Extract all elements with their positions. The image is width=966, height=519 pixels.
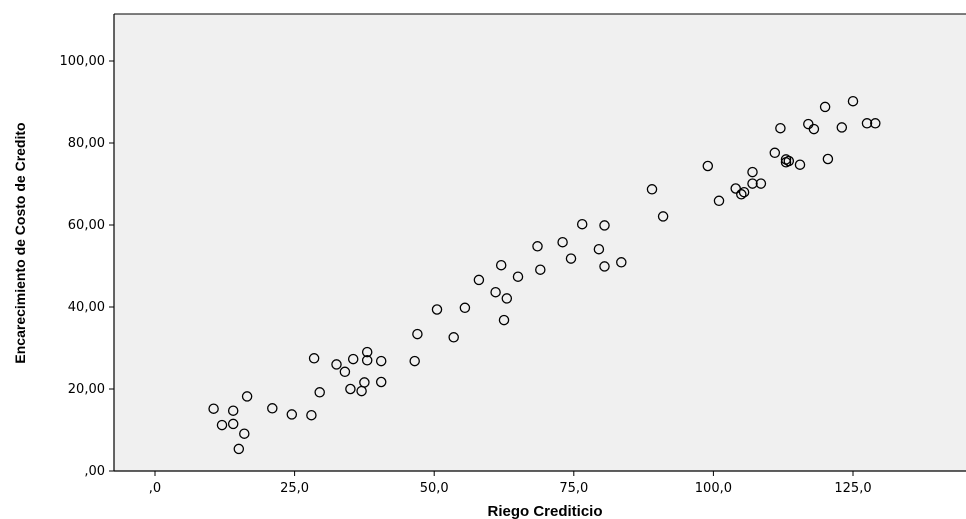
data-point xyxy=(747,166,758,178)
data-point xyxy=(576,218,588,230)
data-point xyxy=(755,178,767,189)
data-point xyxy=(490,286,501,298)
data-point xyxy=(473,274,485,286)
data-point xyxy=(565,253,577,264)
data-point xyxy=(822,153,834,165)
axes-layer: ,00 20,00 40,00 60,00 80,00 100,00 ,0 25,0 50,0 7… xyxy=(60,13,966,496)
data-point xyxy=(599,261,610,272)
data-point xyxy=(557,236,568,248)
data-point xyxy=(286,409,298,420)
data-point xyxy=(847,95,859,107)
data-point xyxy=(870,118,881,129)
data-point xyxy=(361,355,373,366)
x-tick-label: 75,0 xyxy=(559,481,588,496)
data-point xyxy=(501,293,513,304)
x-tick-label: 100,0 xyxy=(695,481,732,496)
data-point xyxy=(495,259,507,271)
data-point xyxy=(359,377,370,388)
x-tick-label: ,0 xyxy=(149,481,161,496)
points-layer xyxy=(208,95,881,455)
data-point xyxy=(345,383,356,395)
data-point xyxy=(780,154,792,165)
data-point xyxy=(532,241,543,252)
data-point xyxy=(412,328,423,340)
data-point xyxy=(267,403,278,414)
data-point xyxy=(794,159,806,170)
x-tick-label: 50,0 xyxy=(420,481,449,496)
data-point xyxy=(314,387,325,398)
data-point xyxy=(646,184,658,195)
data-point xyxy=(713,195,725,207)
data-point xyxy=(736,189,747,200)
data-point xyxy=(375,355,387,367)
data-point xyxy=(738,186,750,198)
data-point xyxy=(448,332,459,343)
data-point xyxy=(361,346,373,358)
y-tick-label: 100,00 xyxy=(60,54,106,69)
y-tick-label: 80,00 xyxy=(68,136,105,151)
y-tick-label: ,00 xyxy=(84,464,105,479)
data-point xyxy=(657,211,669,222)
data-point xyxy=(306,409,317,421)
x-axis-title: Riego Crediticio xyxy=(487,503,602,519)
data-point xyxy=(775,122,786,134)
data-point xyxy=(208,403,219,414)
data-point xyxy=(409,355,420,367)
data-point xyxy=(216,419,228,431)
data-point xyxy=(239,428,250,439)
data-point xyxy=(616,257,627,268)
data-point xyxy=(836,122,848,133)
data-point xyxy=(512,271,524,282)
data-point xyxy=(747,178,758,189)
data-point xyxy=(227,405,239,416)
data-point xyxy=(233,443,245,455)
y-axis-title: Encarecimiento de Costo de Credito xyxy=(12,122,28,363)
data-point xyxy=(459,302,471,314)
data-point xyxy=(861,118,873,129)
data-point xyxy=(702,160,714,172)
data-point xyxy=(498,314,510,326)
data-point xyxy=(808,123,820,135)
y-tick-label: 20,00 xyxy=(68,382,105,397)
data-point xyxy=(819,101,831,113)
data-point xyxy=(769,147,781,159)
y-tick-label: 60,00 xyxy=(68,218,105,233)
data-point xyxy=(431,304,443,315)
data-point xyxy=(331,359,342,370)
data-point xyxy=(339,366,351,378)
y-tick-label: 40,00 xyxy=(68,300,105,315)
data-point xyxy=(730,183,741,194)
data-point xyxy=(241,391,253,402)
data-point xyxy=(535,264,546,275)
data-point xyxy=(783,155,795,167)
data-point xyxy=(375,376,387,388)
data-point xyxy=(308,353,320,364)
data-point xyxy=(599,220,610,231)
data-point xyxy=(347,353,359,365)
data-point xyxy=(227,418,239,430)
data-point xyxy=(593,243,605,255)
x-tick-label: 25,0 xyxy=(280,481,309,496)
x-tick-label: 125,0 xyxy=(834,481,871,496)
